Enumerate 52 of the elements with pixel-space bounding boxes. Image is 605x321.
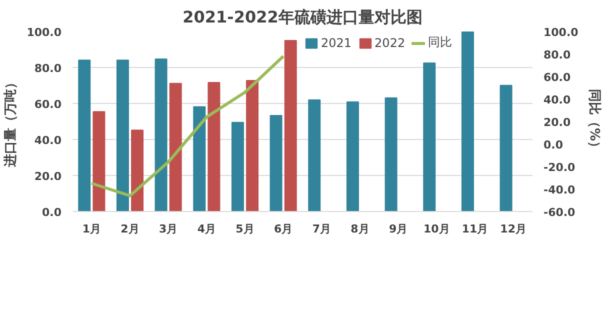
bar — [131, 130, 144, 212]
legend-label: 2021 — [321, 36, 352, 50]
x-tick-label: 6月 — [274, 222, 293, 236]
y-axis-title: 进口量（万吨） — [4, 76, 19, 168]
y2-tick-label: 100.0 — [544, 26, 579, 39]
bar — [346, 101, 359, 212]
x-tick-label: 9月 — [389, 222, 408, 236]
legend-label: 同比 — [428, 34, 452, 51]
y2-tick-label: -60.0 — [544, 206, 576, 219]
y2-tick-label: 0.0 — [544, 138, 564, 152]
bar — [384, 97, 398, 212]
bar — [92, 111, 106, 212]
bar — [246, 80, 259, 212]
bar — [169, 82, 182, 212]
y-tick-label: 80.0 — [34, 62, 62, 75]
bar — [308, 99, 321, 212]
y-tick-label: 20.0 — [34, 170, 62, 183]
bar — [461, 32, 474, 212]
y2-tick-label: -40.0 — [544, 184, 576, 196]
bar — [154, 58, 168, 212]
y2-tick-label: 20.0 — [544, 116, 571, 129]
x-tick-label: 5月 — [236, 222, 254, 236]
x-tick-label: 4月 — [197, 222, 216, 236]
x-tick-label: 2月 — [120, 222, 140, 236]
bar — [78, 60, 91, 212]
x-tick-label: 8月 — [350, 222, 370, 236]
bar — [500, 84, 512, 212]
legend-label: 2022 — [374, 36, 406, 50]
bar — [193, 106, 206, 212]
y2-axis-title: 同比（%） — [586, 88, 602, 154]
y2-tick-label: 60.0 — [544, 71, 571, 84]
bar — [270, 115, 282, 212]
x-tick-label: 12月 — [500, 222, 526, 236]
bar — [116, 60, 129, 212]
bar — [423, 62, 436, 212]
y-tick-label: 60.0 — [34, 98, 62, 111]
y-tick-label: 0.0 — [42, 206, 62, 219]
y2-tick-label: -20.0 — [544, 161, 576, 174]
y-tick-label: 40.0 — [34, 134, 62, 147]
x-tick-label: 1月 — [82, 222, 101, 236]
bar — [231, 122, 244, 212]
y2-tick-label: 40.0 — [544, 94, 571, 106]
x-tick-label: 11月 — [462, 222, 488, 236]
y-tick-label: 100.0 — [26, 26, 62, 39]
line-series — [90, 54, 285, 198]
x-tick-label: 7月 — [312, 222, 331, 236]
bar — [208, 82, 220, 212]
bar — [284, 40, 297, 212]
y2-tick-label: 80.0 — [544, 48, 571, 62]
x-tick-label: 10月 — [424, 222, 450, 236]
x-tick-label: 3月 — [159, 222, 178, 236]
chart-title: 2021-2022年硫磺进口量对比图 — [182, 8, 422, 26]
